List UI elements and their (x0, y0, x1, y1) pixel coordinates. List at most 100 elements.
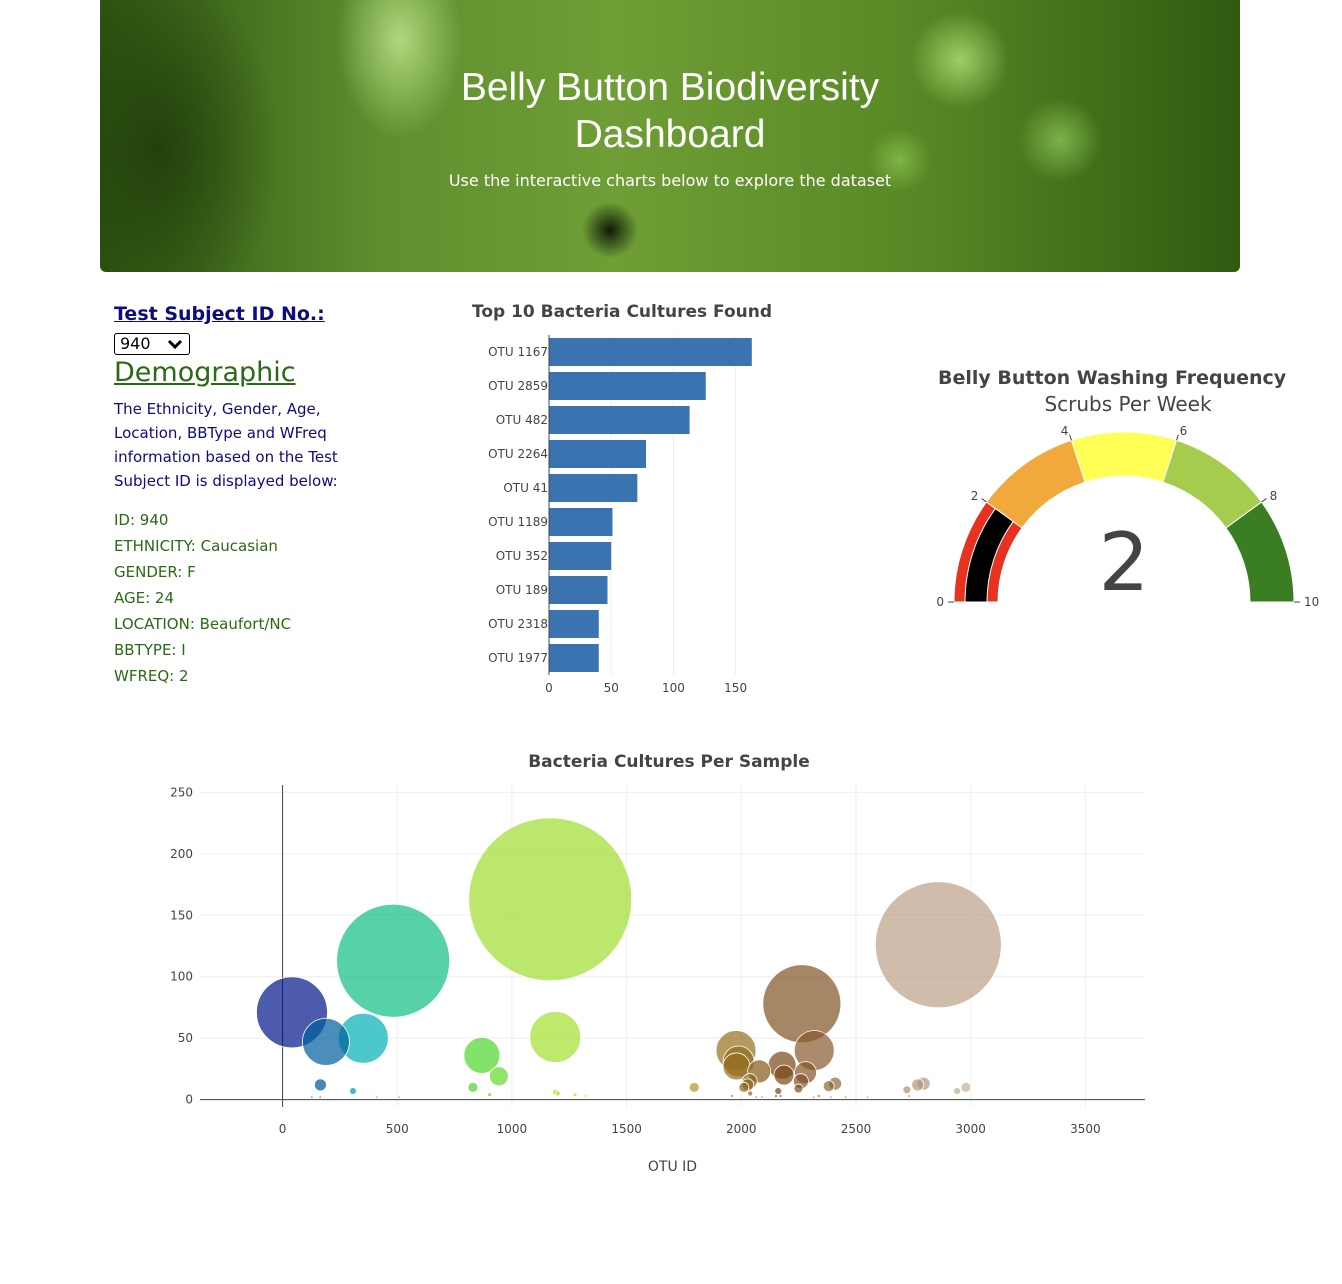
bar-chart-title: Top 10 Bacteria Cultures Found (472, 302, 773, 322)
bar (549, 338, 752, 366)
hero-banner: Belly Button Biodiversity Dashboard Use … (100, 0, 1240, 272)
y-tick-label: OTU 2859 (488, 379, 548, 393)
subject-id-select[interactable]: 940 (114, 333, 190, 355)
bubble (488, 1066, 509, 1087)
bubble (336, 903, 451, 1018)
bubble (318, 1095, 322, 1099)
x-tick-label: 500 (386, 1122, 409, 1136)
bubble (349, 1087, 357, 1095)
bar (549, 372, 706, 400)
gauge-step (1225, 501, 1295, 603)
bar (549, 440, 647, 468)
bubble (572, 1092, 578, 1098)
y-tick-label: OTU 189 (496, 583, 548, 597)
demographic-info-list: ID: 940 ETHNICITY: Caucasian GENDER: F A… (114, 507, 364, 689)
gauge-tick-label: 4 (1061, 424, 1069, 438)
bubble (310, 1095, 314, 1099)
bubble (487, 1092, 493, 1098)
y-tick-label: OTU 2318 (488, 617, 548, 631)
gauge-value-bar (964, 507, 1014, 603)
info-item: AGE: 24 (114, 589, 175, 607)
y-tick-label: 150 (170, 908, 193, 922)
x-tick-label: 3000 (955, 1122, 986, 1136)
bubble (730, 1094, 735, 1098)
x-tick-label: 100 (662, 681, 685, 695)
demographic-description: The Ethnicity, Gender, Age, Location, BB… (114, 400, 338, 490)
demographic-title: Demographic (114, 357, 296, 388)
y-tick-label: OTU 1167 (488, 345, 548, 359)
gauge-tick-label: 6 (1180, 424, 1188, 438)
gauge-step (1070, 431, 1178, 483)
bubble (529, 1011, 582, 1063)
y-tick-label: OTU 482 (496, 413, 548, 427)
bubble (822, 1080, 835, 1093)
bubble (468, 817, 633, 982)
bubble (467, 1081, 479, 1093)
bar (549, 542, 612, 570)
info-item: ETHNICITY: Caucasian (114, 537, 278, 555)
x-tick-label: 1500 (611, 1122, 642, 1136)
bubble (375, 1095, 379, 1099)
gauge-tick-label: 0 (936, 595, 944, 609)
gauge-chart: 0 2 4 6 8 10 2 (936, 424, 1319, 609)
gauge-tick-label: 10 (1304, 595, 1319, 609)
bubble (754, 1095, 758, 1099)
bubble (793, 1083, 804, 1094)
bar (549, 474, 638, 502)
bar (549, 644, 599, 672)
bubble (688, 1081, 700, 1093)
bubble (738, 1081, 750, 1093)
bubble (314, 1078, 327, 1092)
bubble (774, 1094, 778, 1098)
x-axis-title: OTU ID (648, 1159, 697, 1175)
bubble (960, 1081, 972, 1093)
page-subtitle: Use the interactive charts below to expl… (448, 171, 892, 190)
y-tick-label: 0 (185, 1093, 193, 1107)
bubble (583, 1094, 588, 1098)
y-tick-label: OTU 41 (503, 481, 548, 495)
bar (549, 508, 613, 536)
gauge-subtitle: Scrubs Per Week (1044, 392, 1212, 416)
bubble (844, 1095, 848, 1099)
bubble (463, 1036, 501, 1074)
bubble (911, 1078, 925, 1092)
x-tick-label: 3500 (1070, 1122, 1101, 1136)
subject-id-label: Test Subject ID No.: (114, 303, 325, 325)
bubble-chart-title: Bacteria Cultures Per Sample (528, 752, 810, 772)
demographic-panel: Test Subject ID No.: 940 Demographic The… (114, 303, 364, 689)
gauge-tick (981, 498, 987, 503)
bubble (747, 1090, 754, 1097)
bubble (902, 1085, 912, 1095)
info-item: WFREQ: 2 (114, 667, 189, 685)
bar (549, 610, 599, 638)
subject-id-value: 940 (120, 334, 151, 353)
bubble-chart: 0 500 1000 1500 2000 2500 3000 3500 0 50 100 150 200… (170, 785, 1145, 1175)
bubble (554, 1090, 561, 1097)
bubble (816, 1094, 821, 1098)
page-title-line2: Dashboard (574, 113, 766, 156)
info-item: GENDER: F (114, 563, 196, 581)
bubble (953, 1087, 962, 1095)
x-tick-label: 50 (604, 681, 619, 695)
x-tick-label: 150 (724, 681, 747, 695)
bubble (760, 1095, 764, 1099)
x-tick-label: 1000 (497, 1122, 528, 1136)
bar (549, 406, 690, 434)
y-tick-label: 250 (170, 785, 193, 799)
bar-chart: 0 50 100 150 OTU 1167 OTU 2859 OTU 482 OTU 2… (488, 335, 752, 695)
y-tick-label: OTU 1189 (488, 515, 548, 529)
gauge-value: 2 (1099, 516, 1150, 609)
x-tick-label: 2000 (726, 1122, 757, 1136)
y-tick-label: OTU 2264 (488, 447, 548, 461)
gauge-tick (1176, 434, 1179, 441)
info-item: BBTYPE: I (114, 641, 186, 659)
bar (549, 576, 608, 604)
gauge-tick (1261, 498, 1267, 503)
page-title: Belly Button Biodiversity Dashboard (100, 64, 1240, 158)
bubble (874, 881, 1002, 1009)
gauge-title: Belly Button Washing Frequency (938, 367, 1287, 389)
gauge-tick-label: 8 (1270, 489, 1278, 503)
bubble (302, 1017, 350, 1066)
info-item: ID: 940 (114, 511, 169, 529)
bubble (865, 1095, 870, 1099)
